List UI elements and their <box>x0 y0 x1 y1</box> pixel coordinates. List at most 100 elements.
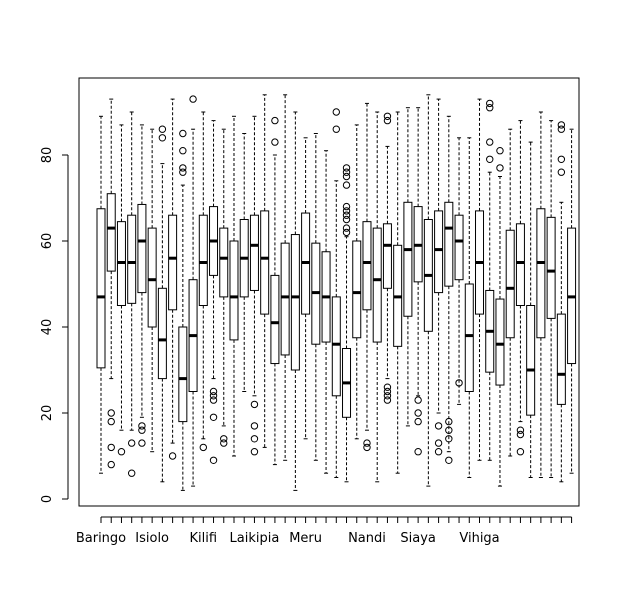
x-tick-label: Baringo <box>76 531 126 546</box>
outlier-point <box>250 435 259 443</box>
outlier-point <box>209 456 218 464</box>
outlier-point <box>516 448 525 456</box>
box-group <box>362 102 372 452</box>
box-iqr <box>127 214 137 304</box>
box-group <box>260 94 270 448</box>
box-iqr <box>157 287 167 380</box>
box-iqr <box>331 296 341 397</box>
outlier-point <box>486 138 494 146</box>
box-iqr <box>147 227 157 328</box>
plot-frame <box>78 77 580 507</box>
outlier-point <box>414 448 422 456</box>
box-group <box>413 107 423 456</box>
box-group <box>536 111 546 478</box>
outlier-point <box>486 104 494 112</box>
y-axis: 0 20 40 60 80 <box>40 147 69 503</box>
outlier-point <box>107 417 115 426</box>
box-iqr <box>372 227 382 343</box>
box-iqr <box>168 214 178 311</box>
box-group <box>444 115 454 464</box>
outlier-point <box>516 430 525 439</box>
outlier-point <box>414 396 422 404</box>
box-iqr <box>495 298 505 386</box>
box-iqr <box>464 283 474 392</box>
box-iqr <box>137 203 147 294</box>
box-group <box>188 95 198 487</box>
box-iqr <box>198 214 208 306</box>
box-group <box>239 133 249 392</box>
outlier-point <box>445 417 453 426</box>
outlier-point <box>342 228 351 237</box>
x-tick-label: Meru <box>289 531 322 546</box>
outlier-point <box>209 392 218 400</box>
outlier-point <box>332 125 340 133</box>
box-iqr <box>546 216 556 319</box>
box-iqr <box>178 326 188 423</box>
box-iqr <box>403 201 413 317</box>
outlier-point <box>557 168 566 176</box>
outlier-point <box>342 172 351 181</box>
outlier-point <box>486 155 494 164</box>
box-group <box>342 164 352 483</box>
outlier-point <box>383 112 392 121</box>
y-tick-label: 20 <box>40 405 55 422</box>
box-iqr <box>352 240 362 339</box>
outlier-point <box>332 108 340 116</box>
box-iqr <box>505 229 515 339</box>
x-axis: Baringo Isiolo Kilifi Laikipia Meru Nandi Siay… <box>76 516 573 546</box>
outlier-point <box>209 413 218 421</box>
box-group <box>229 115 239 457</box>
outlier-point <box>383 116 392 125</box>
outlier-point <box>179 164 187 172</box>
outlier-point <box>127 439 136 447</box>
outlier-point <box>342 211 351 219</box>
y-tick-label: 0 <box>40 495 55 503</box>
box-group <box>147 128 157 453</box>
box-group <box>331 108 341 478</box>
outlier-point <box>434 448 443 456</box>
outlier-point <box>117 448 126 456</box>
y-tick-label: 80 <box>40 147 55 164</box>
outlier-point <box>220 439 228 447</box>
outlier-point <box>434 439 443 447</box>
x-tick-label: Laikipia <box>230 531 280 546</box>
box-group <box>382 112 392 404</box>
box-iqr <box>526 305 536 416</box>
outlier-point <box>138 426 146 434</box>
box-group <box>127 111 137 477</box>
box-iqr <box>382 223 392 289</box>
outlier-point <box>158 134 167 142</box>
box-iqr <box>434 210 444 294</box>
outlier-point <box>107 460 115 469</box>
box-iqr <box>219 227 229 298</box>
outlier-point <box>138 422 146 430</box>
box-iqr <box>556 313 566 405</box>
box-group <box>280 94 290 461</box>
outlier-point <box>516 426 525 434</box>
outlier-point <box>557 155 566 164</box>
outlier-point <box>363 439 371 447</box>
box-group <box>301 137 311 440</box>
box-iqr <box>96 208 106 369</box>
box-iqr <box>362 221 372 311</box>
box-group <box>198 111 208 452</box>
box-group <box>423 94 433 487</box>
outlier-point <box>158 125 167 133</box>
box-group <box>106 98 116 469</box>
box-group <box>567 128 577 474</box>
outlier-point <box>107 409 115 417</box>
box-group <box>515 120 525 456</box>
box-group <box>290 111 300 491</box>
box-group <box>116 124 126 456</box>
box-group <box>485 99 495 461</box>
outlier-point <box>557 121 566 129</box>
outlier-point <box>271 116 279 125</box>
box-group <box>556 121 566 483</box>
x-tick-label: Nandi <box>348 531 386 546</box>
outlier-point <box>179 147 187 155</box>
x-tick-label: Kilifi <box>190 531 218 546</box>
outlier-point <box>496 147 504 155</box>
box-group <box>352 124 362 440</box>
outlier-point <box>363 443 371 452</box>
outlier-point <box>486 99 494 108</box>
